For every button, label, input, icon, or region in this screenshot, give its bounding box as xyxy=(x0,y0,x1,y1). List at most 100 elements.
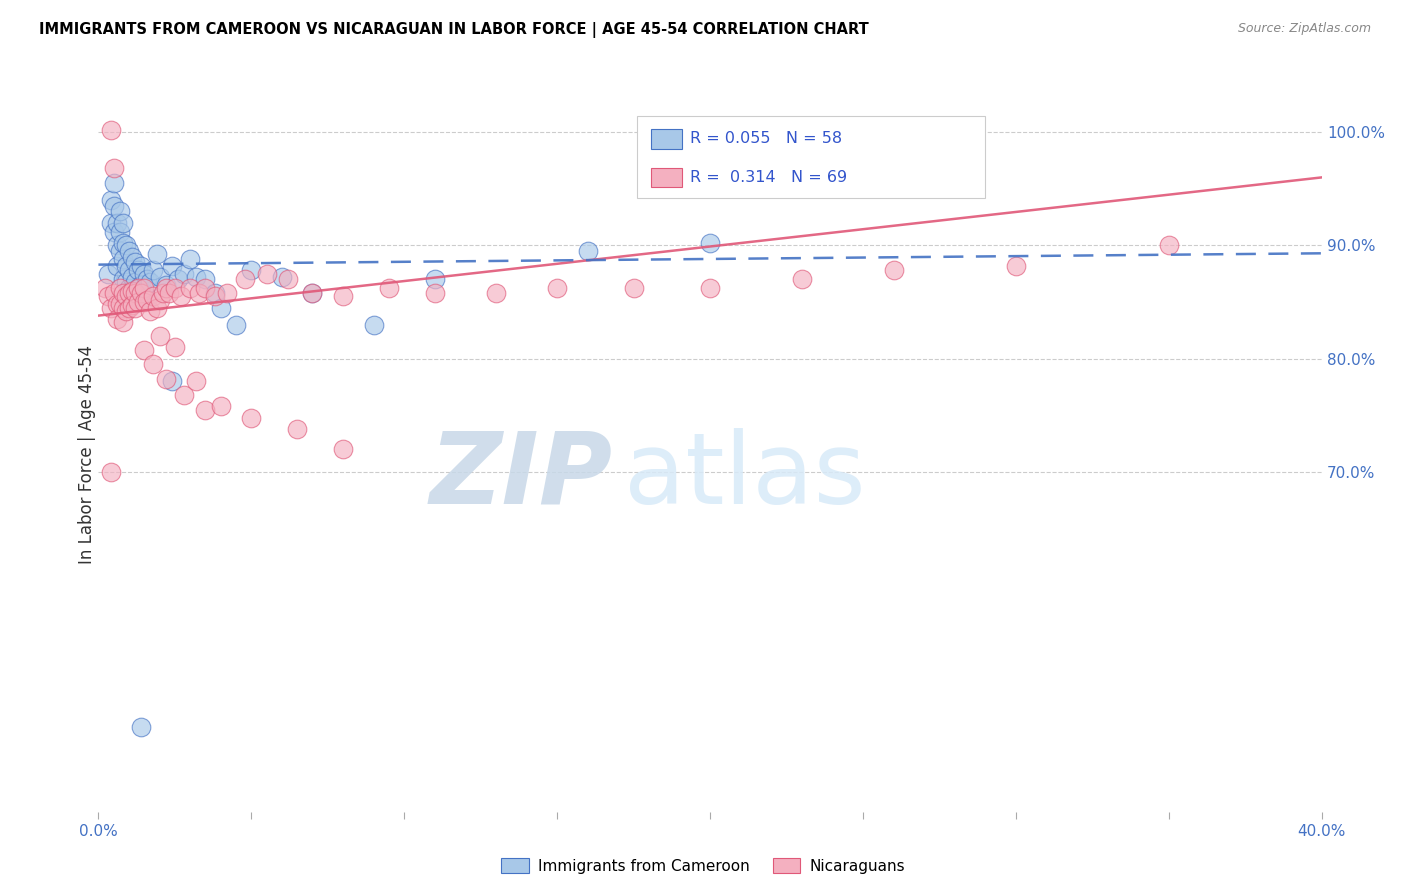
Point xyxy=(127,281,149,295)
Point xyxy=(136,290,159,304)
Point xyxy=(115,259,138,273)
Point xyxy=(111,285,134,300)
Point xyxy=(121,284,143,298)
Point xyxy=(204,289,226,303)
Point xyxy=(136,272,159,286)
Text: R = 0.055   N = 58: R = 0.055 N = 58 xyxy=(690,131,842,146)
Point xyxy=(108,204,131,219)
Point xyxy=(699,281,721,295)
Point xyxy=(883,263,905,277)
Text: Source: ZipAtlas.com: Source: ZipAtlas.com xyxy=(1237,22,1371,36)
Point xyxy=(145,301,167,315)
Point xyxy=(167,272,190,286)
Point xyxy=(149,329,172,343)
Point xyxy=(301,285,323,300)
Point xyxy=(100,301,122,315)
Point xyxy=(240,410,263,425)
Point xyxy=(155,278,177,293)
Point xyxy=(149,270,172,285)
Point xyxy=(134,343,156,357)
Point xyxy=(155,281,177,295)
Point xyxy=(301,285,323,300)
Point xyxy=(105,297,128,311)
Point xyxy=(142,263,165,277)
Point xyxy=(93,281,115,295)
Text: ZIP: ZIP xyxy=(429,428,612,524)
Point xyxy=(105,259,128,273)
Point xyxy=(118,301,141,315)
Point xyxy=(124,285,146,300)
Point xyxy=(1004,259,1026,273)
Legend: Immigrants from Cameroon, Nicaraguans: Immigrants from Cameroon, Nicaraguans xyxy=(495,852,911,880)
Point xyxy=(97,267,120,281)
Point xyxy=(111,236,134,251)
Point xyxy=(163,281,186,295)
Point xyxy=(103,176,125,190)
Point xyxy=(105,312,128,326)
Point xyxy=(225,318,247,332)
Point xyxy=(115,275,138,289)
Point xyxy=(134,267,156,281)
Point xyxy=(623,281,645,295)
Point xyxy=(127,281,149,295)
Point xyxy=(194,281,217,295)
Point xyxy=(194,402,217,417)
Point xyxy=(363,318,385,332)
Point xyxy=(145,247,167,261)
Point xyxy=(103,285,125,300)
Point xyxy=(121,250,143,264)
Point xyxy=(105,216,128,230)
Point xyxy=(285,422,308,436)
Point xyxy=(179,281,201,295)
Point xyxy=(134,281,156,295)
Point xyxy=(188,285,211,300)
Point xyxy=(179,252,201,266)
Point xyxy=(233,272,256,286)
Point xyxy=(378,281,401,295)
Point xyxy=(121,298,143,312)
Point xyxy=(124,301,146,315)
Point xyxy=(124,275,146,289)
Point xyxy=(209,301,232,315)
Text: IMMIGRANTS FROM CAMEROON VS NICARAGUAN IN LABOR FORCE | AGE 45-54 CORRELATION CH: IMMIGRANTS FROM CAMEROON VS NICARAGUAN I… xyxy=(39,22,869,38)
Point xyxy=(194,272,217,286)
Point xyxy=(209,399,232,413)
Point xyxy=(108,225,131,239)
Point xyxy=(115,238,138,252)
Point xyxy=(103,199,125,213)
Point xyxy=(163,340,186,354)
Point xyxy=(485,285,508,300)
Point xyxy=(139,275,162,289)
Point xyxy=(215,285,238,300)
Point xyxy=(111,272,134,286)
Point xyxy=(105,238,128,252)
Point xyxy=(155,372,177,386)
Point xyxy=(270,270,292,285)
Point xyxy=(139,304,162,318)
Point xyxy=(118,285,141,300)
Point xyxy=(118,281,141,295)
Point xyxy=(100,465,122,479)
Y-axis label: In Labor Force | Age 45-54: In Labor Force | Age 45-54 xyxy=(79,345,96,565)
Point xyxy=(115,304,138,318)
Point xyxy=(576,244,599,258)
Point xyxy=(142,357,165,371)
Point xyxy=(136,293,159,307)
Point xyxy=(186,270,208,285)
Point xyxy=(332,442,354,457)
Point xyxy=(108,297,131,311)
Point xyxy=(423,272,446,286)
Point xyxy=(186,374,208,388)
Point xyxy=(121,285,143,300)
Point xyxy=(100,193,122,207)
Point xyxy=(103,225,125,239)
Point xyxy=(142,289,165,303)
Point xyxy=(173,267,195,281)
Point xyxy=(240,263,263,277)
Point xyxy=(129,720,152,734)
Point xyxy=(108,281,131,295)
Point xyxy=(160,374,183,388)
Point xyxy=(124,255,146,269)
Point xyxy=(118,263,141,277)
Point xyxy=(1157,238,1180,252)
